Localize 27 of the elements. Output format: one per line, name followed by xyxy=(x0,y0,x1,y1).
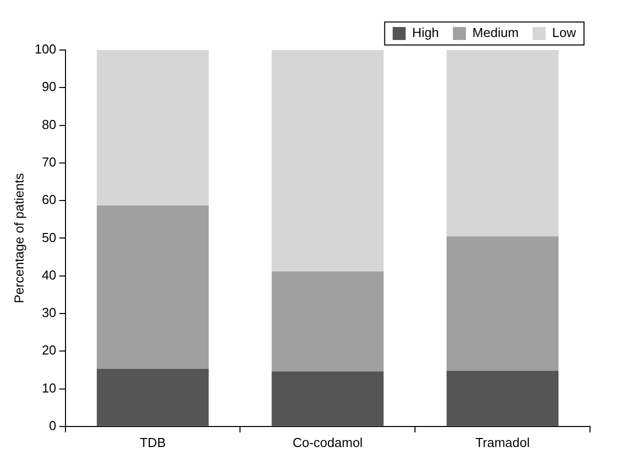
bar xyxy=(272,271,384,372)
y-tick-label: 10 xyxy=(42,380,56,396)
y-axis-title: Percentage of patients xyxy=(11,172,26,304)
y-tick-label: 60 xyxy=(42,192,56,208)
bar xyxy=(446,370,559,426)
y-tick-label: 30 xyxy=(42,305,56,320)
y-tick-label: 20 xyxy=(42,342,56,358)
bar xyxy=(272,371,384,426)
y-tick-label: 90 xyxy=(42,79,56,94)
legend-label: Low xyxy=(552,25,577,40)
legend-label: High xyxy=(412,25,439,40)
y-tick-label: 0 xyxy=(49,418,56,433)
bar xyxy=(272,50,384,272)
x-tick-label: Co-codamol xyxy=(292,434,363,450)
bar xyxy=(96,205,209,369)
bar xyxy=(446,50,559,236)
legend-label: Medium xyxy=(472,25,519,40)
bar xyxy=(96,368,209,426)
y-tick-label: 80 xyxy=(42,116,56,132)
y-tick-label: 50 xyxy=(42,230,56,245)
x-tick-label: Tramadol xyxy=(475,434,530,450)
y-tick-label: 70 xyxy=(42,154,56,170)
y-tick-label: 40 xyxy=(42,267,56,282)
x-tick-label: TDB xyxy=(140,434,166,450)
bar xyxy=(96,50,209,206)
y-tick-label: 100 xyxy=(34,42,56,57)
bar xyxy=(446,236,559,371)
